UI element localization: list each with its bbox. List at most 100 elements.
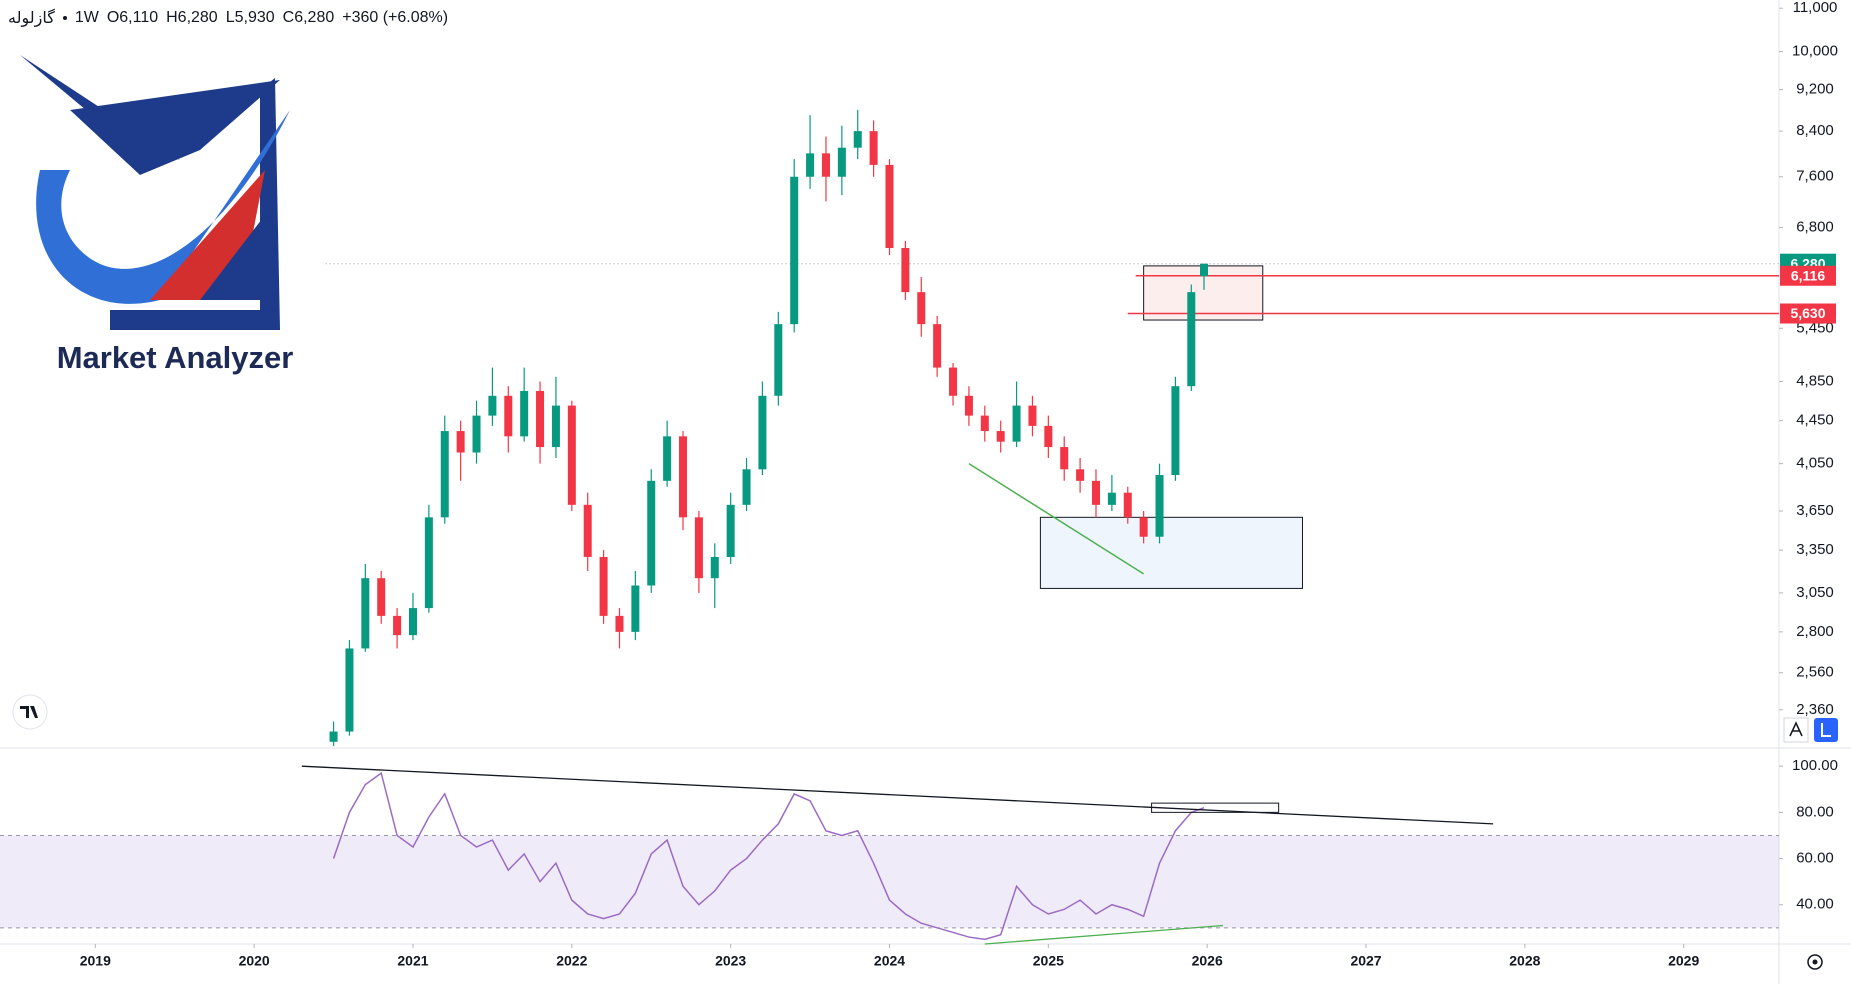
- x-tick-label: 2025: [1033, 953, 1064, 969]
- logo-frame: [110, 78, 280, 330]
- settings-button[interactable]: [1807, 954, 1823, 970]
- candle-body: [1091, 480, 1100, 505]
- x-tick-label: 2028: [1509, 953, 1540, 969]
- candle-body: [917, 292, 926, 325]
- rsi-line: [332, 771, 1205, 941]
- candle-body: [806, 153, 815, 177]
- log-icon: [1821, 723, 1831, 737]
- candle-body: [615, 615, 624, 632]
- candle-body: [393, 615, 402, 636]
- candle-body: [1012, 405, 1021, 442]
- candle-body: [663, 436, 672, 481]
- price-badge: [1780, 265, 1836, 286]
- tv-badge[interactable]: [12, 694, 48, 730]
- scale-buttons[interactable]: [1783, 717, 1838, 970]
- logo-dark: [200, 215, 265, 300]
- candle-body: [1076, 469, 1085, 481]
- candle-body: [1044, 425, 1053, 448]
- candle-body: [1139, 517, 1148, 537]
- y-tick-label: 10,000: [1792, 43, 1838, 60]
- ohlc-low: L5,930: [225, 9, 275, 26]
- candle-body: [520, 390, 529, 437]
- candle-body: [996, 431, 1005, 442]
- separator: [62, 16, 67, 20]
- symbol: گازلوله: [8, 10, 55, 27]
- candle-body: [631, 585, 640, 632]
- candle-body: [424, 517, 433, 609]
- y-tick-label: 3,350: [1796, 541, 1834, 558]
- candle-body: [853, 131, 862, 148]
- y-tick-label: 3,650: [1796, 502, 1834, 519]
- candle-body: [377, 578, 386, 616]
- candle-body: [488, 395, 497, 416]
- candle-body: [726, 504, 735, 557]
- candle-body: [1060, 447, 1069, 470]
- log-button[interactable]: [1814, 718, 1838, 742]
- logo-wing: [70, 80, 280, 175]
- trend-line: [968, 463, 1145, 575]
- y-tick-label: 3,050: [1796, 584, 1834, 601]
- y-tick-label: 60.00: [1796, 850, 1834, 867]
- candle-body: [536, 390, 545, 448]
- x-tick-label: 2026: [1192, 953, 1223, 969]
- auto-icon: [1789, 721, 1803, 737]
- y-tick-label: 7,600: [1796, 168, 1834, 185]
- candle-body: [980, 415, 989, 432]
- interval: 1W: [74, 9, 99, 26]
- candle-body: [361, 578, 370, 649]
- candle-body: [1155, 475, 1164, 537]
- candle-body: [583, 504, 592, 557]
- candle-body: [599, 556, 608, 616]
- candle-body: [758, 395, 767, 470]
- candle-body: [694, 517, 703, 579]
- settings-icon: [1812, 959, 1818, 965]
- ohlc-close: C6,280: [282, 9, 335, 26]
- tv-badge-circle[interactable]: [12, 694, 48, 730]
- x-tick-label: 2029: [1668, 953, 1699, 969]
- legend-header: گازلوله 1W O6,110 H6,280 L5,930 C6,280 +…: [8, 8, 448, 28]
- y-tick-label: 8,400: [1796, 122, 1834, 139]
- y-tick-label: 2,360: [1796, 701, 1834, 718]
- candle-body: [1123, 492, 1132, 518]
- y-tick-label: 2,800: [1796, 623, 1834, 640]
- candle-body: [742, 469, 751, 505]
- ohlc-open: O6,110: [106, 9, 159, 26]
- candle-body: [869, 131, 878, 165]
- tv-badge-icon: [20, 706, 38, 718]
- y-tick-label: 6,800: [1796, 218, 1834, 235]
- trend-line: [984, 924, 1224, 945]
- candle-body: [567, 405, 576, 505]
- candle-body: [821, 153, 830, 177]
- candle-body: [885, 164, 894, 249]
- candles: [329, 109, 1209, 746]
- rsi-band: [0, 835, 1779, 928]
- candle-body: [440, 431, 449, 518]
- candle-body: [679, 436, 688, 518]
- candle-body: [790, 176, 799, 325]
- candle-body: [456, 431, 465, 453]
- y-tick-label: 100.00: [1792, 757, 1838, 774]
- candle-body: [901, 248, 910, 293]
- candle-body: [710, 556, 719, 579]
- y-tick-label: 40.00: [1796, 896, 1834, 913]
- candle-body: [345, 648, 354, 732]
- price-badge-label: 5,630: [1790, 305, 1825, 321]
- price-badge-label: 6,116: [1791, 267, 1825, 283]
- x-tick-label: 2020: [239, 953, 270, 969]
- candle-body: [837, 147, 846, 177]
- trend-line: [301, 765, 1494, 825]
- candle-body: [1028, 405, 1037, 426]
- y-tick-label: 11,000: [1793, 0, 1838, 16]
- candle-body: [472, 415, 481, 453]
- logo: Market Analyzer Amir HaghParast: [20, 55, 293, 375]
- candle-body: [1200, 263, 1209, 277]
- y-tick-label: 4,850: [1796, 372, 1834, 389]
- candle-body: [774, 324, 783, 396]
- candle-body: [329, 731, 338, 742]
- price-badge: [1780, 303, 1836, 324]
- logo-author: Amir HaghParast: [260, 168, 274, 252]
- x-tick-label: 2021: [397, 953, 428, 969]
- y-tick-label: 80.00: [1796, 803, 1834, 820]
